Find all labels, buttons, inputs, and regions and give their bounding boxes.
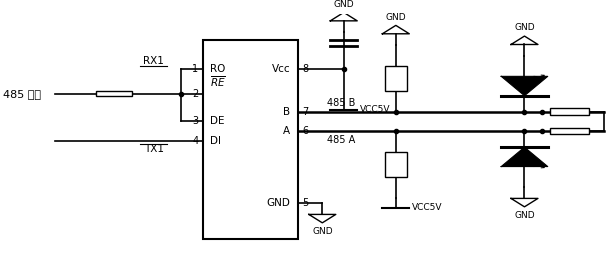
Text: 8: 8 [302, 64, 308, 74]
Text: $\overline{RE}$: $\overline{RE}$ [210, 74, 226, 89]
Text: TX1: TX1 [144, 144, 164, 154]
Text: 485 B: 485 B [327, 98, 356, 108]
Text: VCC5V: VCC5V [412, 203, 442, 212]
Bar [96, 91, 133, 96]
Text: GND: GND [514, 23, 535, 32]
Text: GND: GND [312, 227, 333, 236]
Polygon shape [501, 147, 548, 167]
Text: Vcc: Vcc [272, 64, 290, 74]
Bar [550, 128, 589, 134]
Text: 5: 5 [302, 198, 308, 208]
Text: RX1: RX1 [144, 56, 165, 66]
Text: RO: RO [210, 64, 225, 74]
Polygon shape [501, 76, 548, 96]
Bar [385, 152, 407, 177]
Bar [385, 66, 407, 91]
Text: A: A [283, 126, 290, 136]
Bar [203, 40, 298, 239]
Text: DE: DE [210, 116, 225, 126]
Text: 2: 2 [192, 89, 198, 99]
Text: B: B [283, 107, 290, 117]
Text: 485 控制: 485 控制 [3, 89, 41, 99]
Text: 1: 1 [192, 64, 198, 74]
Text: GND: GND [386, 13, 406, 22]
Text: GND: GND [266, 198, 290, 208]
Text: DI: DI [210, 136, 221, 146]
Text: 485 A: 485 A [327, 135, 356, 145]
Text: GND: GND [333, 0, 354, 9]
Text: GND: GND [514, 211, 535, 220]
Text: VCC5V: VCC5V [360, 105, 390, 114]
Text: 4: 4 [192, 136, 198, 146]
Text: 3: 3 [192, 116, 198, 126]
Bar [550, 109, 589, 114]
Text: 6: 6 [302, 126, 308, 136]
Text: 7: 7 [302, 107, 308, 117]
